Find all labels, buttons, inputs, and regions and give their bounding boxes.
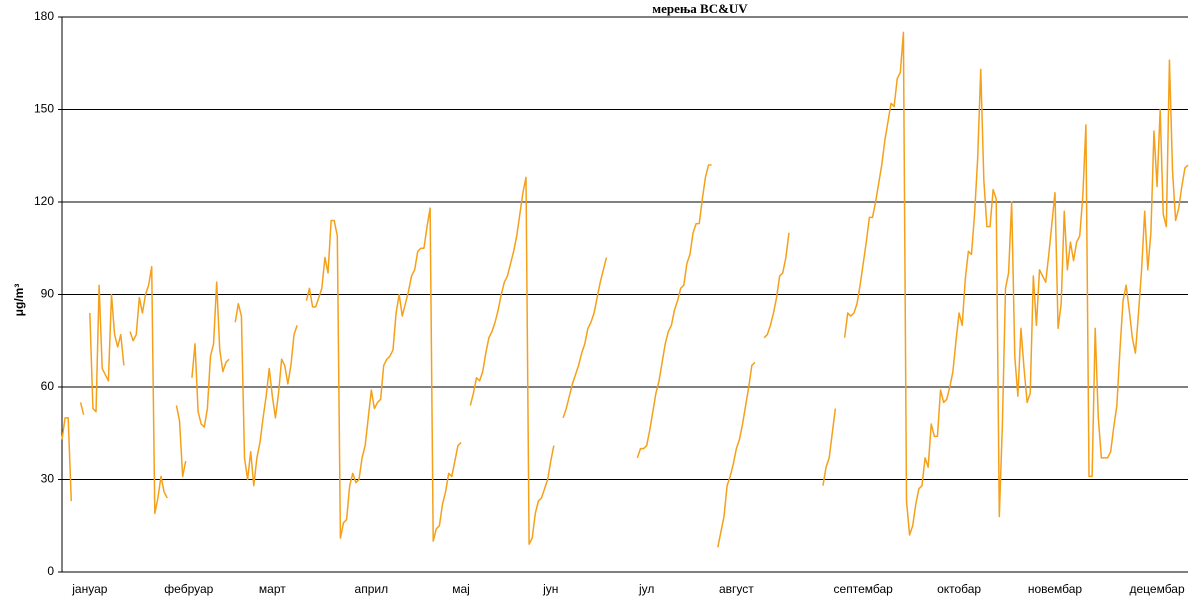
x-tick-label: јануар xyxy=(71,582,108,596)
y-tick-label: 150 xyxy=(34,102,54,116)
x-tick-label: септембар xyxy=(834,582,894,596)
y-tick-label: 0 xyxy=(47,564,54,578)
y-tick-label: 30 xyxy=(41,472,55,486)
data-line xyxy=(61,31,1189,548)
x-tick-label: април xyxy=(355,582,389,596)
chart-title: мерења BC&UV xyxy=(652,1,748,16)
x-tick-label: јун xyxy=(542,582,558,596)
y-axis-label: μg/m³ xyxy=(12,284,26,317)
y-tick-label: 120 xyxy=(34,194,54,208)
x-tick-label: мај xyxy=(452,582,470,596)
x-tick-label: фебруар xyxy=(164,582,213,596)
x-tick-label: март xyxy=(259,582,286,596)
x-tick-label: новембар xyxy=(1028,582,1083,596)
y-tick-label: 90 xyxy=(41,287,55,301)
x-tick-label: децембар xyxy=(1129,582,1184,596)
x-tick-label: август xyxy=(719,582,754,596)
x-tick-label: октобар xyxy=(937,582,981,596)
y-tick-label: 180 xyxy=(34,9,54,23)
y-tick-label: 60 xyxy=(41,379,55,393)
x-tick-label: јул xyxy=(638,582,654,596)
